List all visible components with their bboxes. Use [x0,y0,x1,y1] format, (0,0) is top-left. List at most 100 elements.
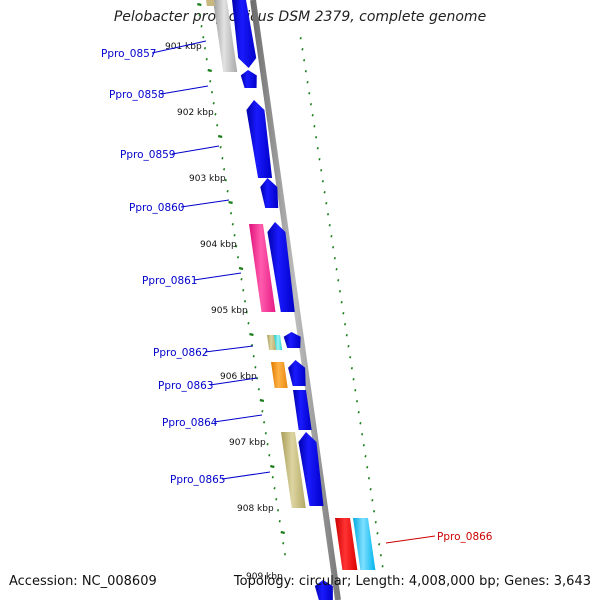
kbp-tick [271,475,274,479]
gene-feature [335,518,358,570]
gene-feature [281,432,306,508]
gene-label[interactable]: Ppro_0866 [437,531,493,543]
kbp-tick [316,146,319,150]
kbp-tick [318,157,321,161]
gene-label-leader [193,272,242,281]
kbp-tick [374,520,377,524]
gene-label[interactable]: Ppro_0860 [129,202,184,214]
kbp-tick [337,278,340,282]
gene-label-leader [180,199,230,208]
kbp-tick [335,267,338,271]
kbp-tick [209,79,212,83]
kbp-tick [323,190,326,194]
kbp-tick [235,244,238,248]
topology-summary: Topology: circular; Length: 4,008,000 bp… [233,574,591,589]
gene-label-leader [171,145,220,155]
kbp-tick [261,409,264,413]
gene-label[interactable]: Ppro_0863 [158,380,213,392]
kbp-tick [359,421,362,425]
kbp-tick [320,168,323,172]
cds-feature [267,222,295,312]
kbp-tick [313,124,316,128]
kbp-label: 904 kbp [200,240,237,250]
kbp-tick [362,443,365,447]
kbp-label: 901 kbp [165,42,202,52]
gene-label[interactable]: Ppro_0858 [109,89,164,101]
kbp-tick [278,519,281,523]
accession-text: Accession: NC_008609 [9,574,157,589]
kbp-label: 907 kbp [229,438,266,448]
gene-feature [249,224,276,312]
gene-label-leader [204,345,254,353]
kbp-label: 909 kbp [246,572,283,582]
kbp-tick [350,366,353,370]
gene-label-leader [221,471,271,480]
gene-label[interactable]: Ppro_0864 [162,417,218,429]
gene-feature [274,335,283,350]
kbp-tick [283,552,287,556]
kbp-tick [332,245,335,249]
kbp-tick [275,497,278,501]
kbp-tick [243,299,247,303]
kbp-tick [263,420,266,424]
kbp-tick [226,189,229,193]
kbp-ticks-outer [197,2,287,556]
kbp-tick [306,80,309,84]
kbp-tick [249,332,254,337]
kbp-label: 905 kbp [211,306,248,316]
gene-label[interactable]: Ppro_0857 [101,48,156,60]
kbp-tick [210,90,214,94]
kbp-tick [314,135,318,139]
feature-track [206,0,376,600]
gene-label-leader [160,85,209,95]
gene-label[interactable]: Ppro_0862 [153,347,208,359]
kbp-tick [231,222,234,226]
gene-label[interactable]: Ppro_0859 [120,149,175,161]
kbp-tick [212,101,215,105]
kbp-labels: 901 kbp 902 kbp 903 kbp 904 kbp 905 kbp 906 k… [165,42,283,582]
kbp-tick [376,531,379,535]
kbp-tick [224,178,227,182]
cds-feature [283,332,301,348]
kbp-tick [276,508,280,512]
kbp-tick [338,289,342,293]
cds-feature [298,432,324,506]
kbp-tick [378,542,381,546]
kbp-label: 903 kbp [189,174,226,184]
gene-label[interactable]: Ppro_0865 [170,474,225,486]
kbp-tick [349,355,352,359]
kbp-tick [257,387,260,391]
kbp-tick [233,233,236,237]
kbp-tick [197,2,202,7]
kbp-tick [366,465,369,469]
kbp-tick [361,432,364,436]
kbp-tick [228,200,233,205]
kbp-tick [357,410,360,414]
kbp-tick [203,46,207,50]
kbp-tick [207,68,213,73]
kbp-tick [198,13,201,17]
kbp-tick [247,321,250,325]
gene-feature [267,335,277,350]
kbp-tick [250,343,254,347]
kbp-label: 902 kbp [177,108,214,118]
kbp-tick [268,453,271,457]
cds-feature [232,0,257,68]
gene-feature [206,0,215,6]
gene-feature [271,362,288,388]
kbp-label: 906 kbp [220,372,257,382]
kbp-tick [299,36,302,40]
kbp-tick [266,442,269,446]
kbp-tick [381,564,384,568]
kbp-label: 908 kbp [237,504,274,514]
kbp-tick [379,553,382,557]
kbp-tick [367,476,371,480]
kbp-tick [311,113,314,117]
gene-label-leader [385,535,436,544]
kbp-tick [340,300,343,304]
kbp-tick [303,58,306,62]
kbp-tick [259,398,265,403]
kbp-tick [354,388,357,392]
gene-label[interactable]: Ppro_0861 [142,275,197,287]
kbp-tick [273,486,276,490]
